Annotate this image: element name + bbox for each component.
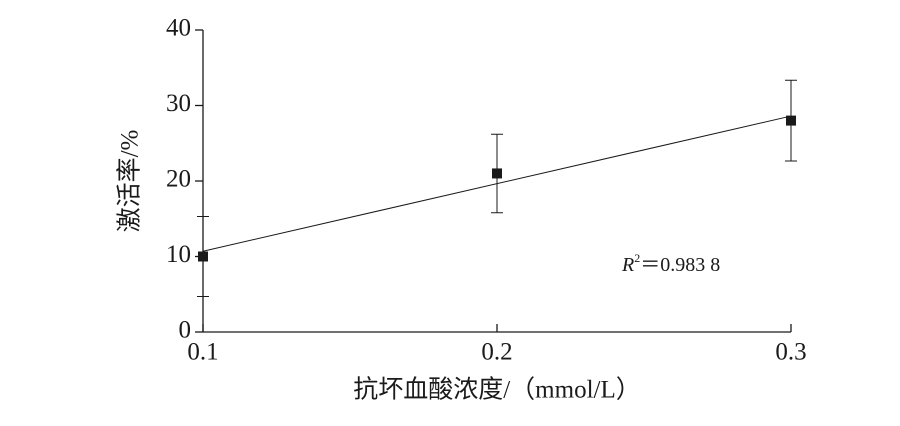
- annotation-text: ＝0.983 8: [640, 254, 720, 276]
- point: [198, 251, 208, 262]
- y-tick-label: 20: [166, 166, 191, 193]
- annotation-sup: 2: [634, 251, 640, 265]
- y-axis-label: 激活率/%: [116, 130, 144, 233]
- point: [786, 115, 796, 126]
- point: [492, 168, 502, 179]
- x-axis-label: 抗坏血酸浓度/（mmol/L）: [353, 376, 641, 404]
- x-tick-label: 0.1: [187, 339, 218, 366]
- y-tick-label: 40: [166, 15, 191, 42]
- annotation: R2＝0.983 8: [621, 251, 720, 276]
- x-tick-label: 0.2: [481, 339, 512, 366]
- x-tick-label: 0.3: [775, 339, 806, 366]
- y-tick-label: 10: [166, 241, 191, 268]
- y-tick-label: 30: [166, 90, 191, 117]
- y-tick-label: 0: [179, 317, 192, 344]
- annotation-var: R: [621, 254, 634, 276]
